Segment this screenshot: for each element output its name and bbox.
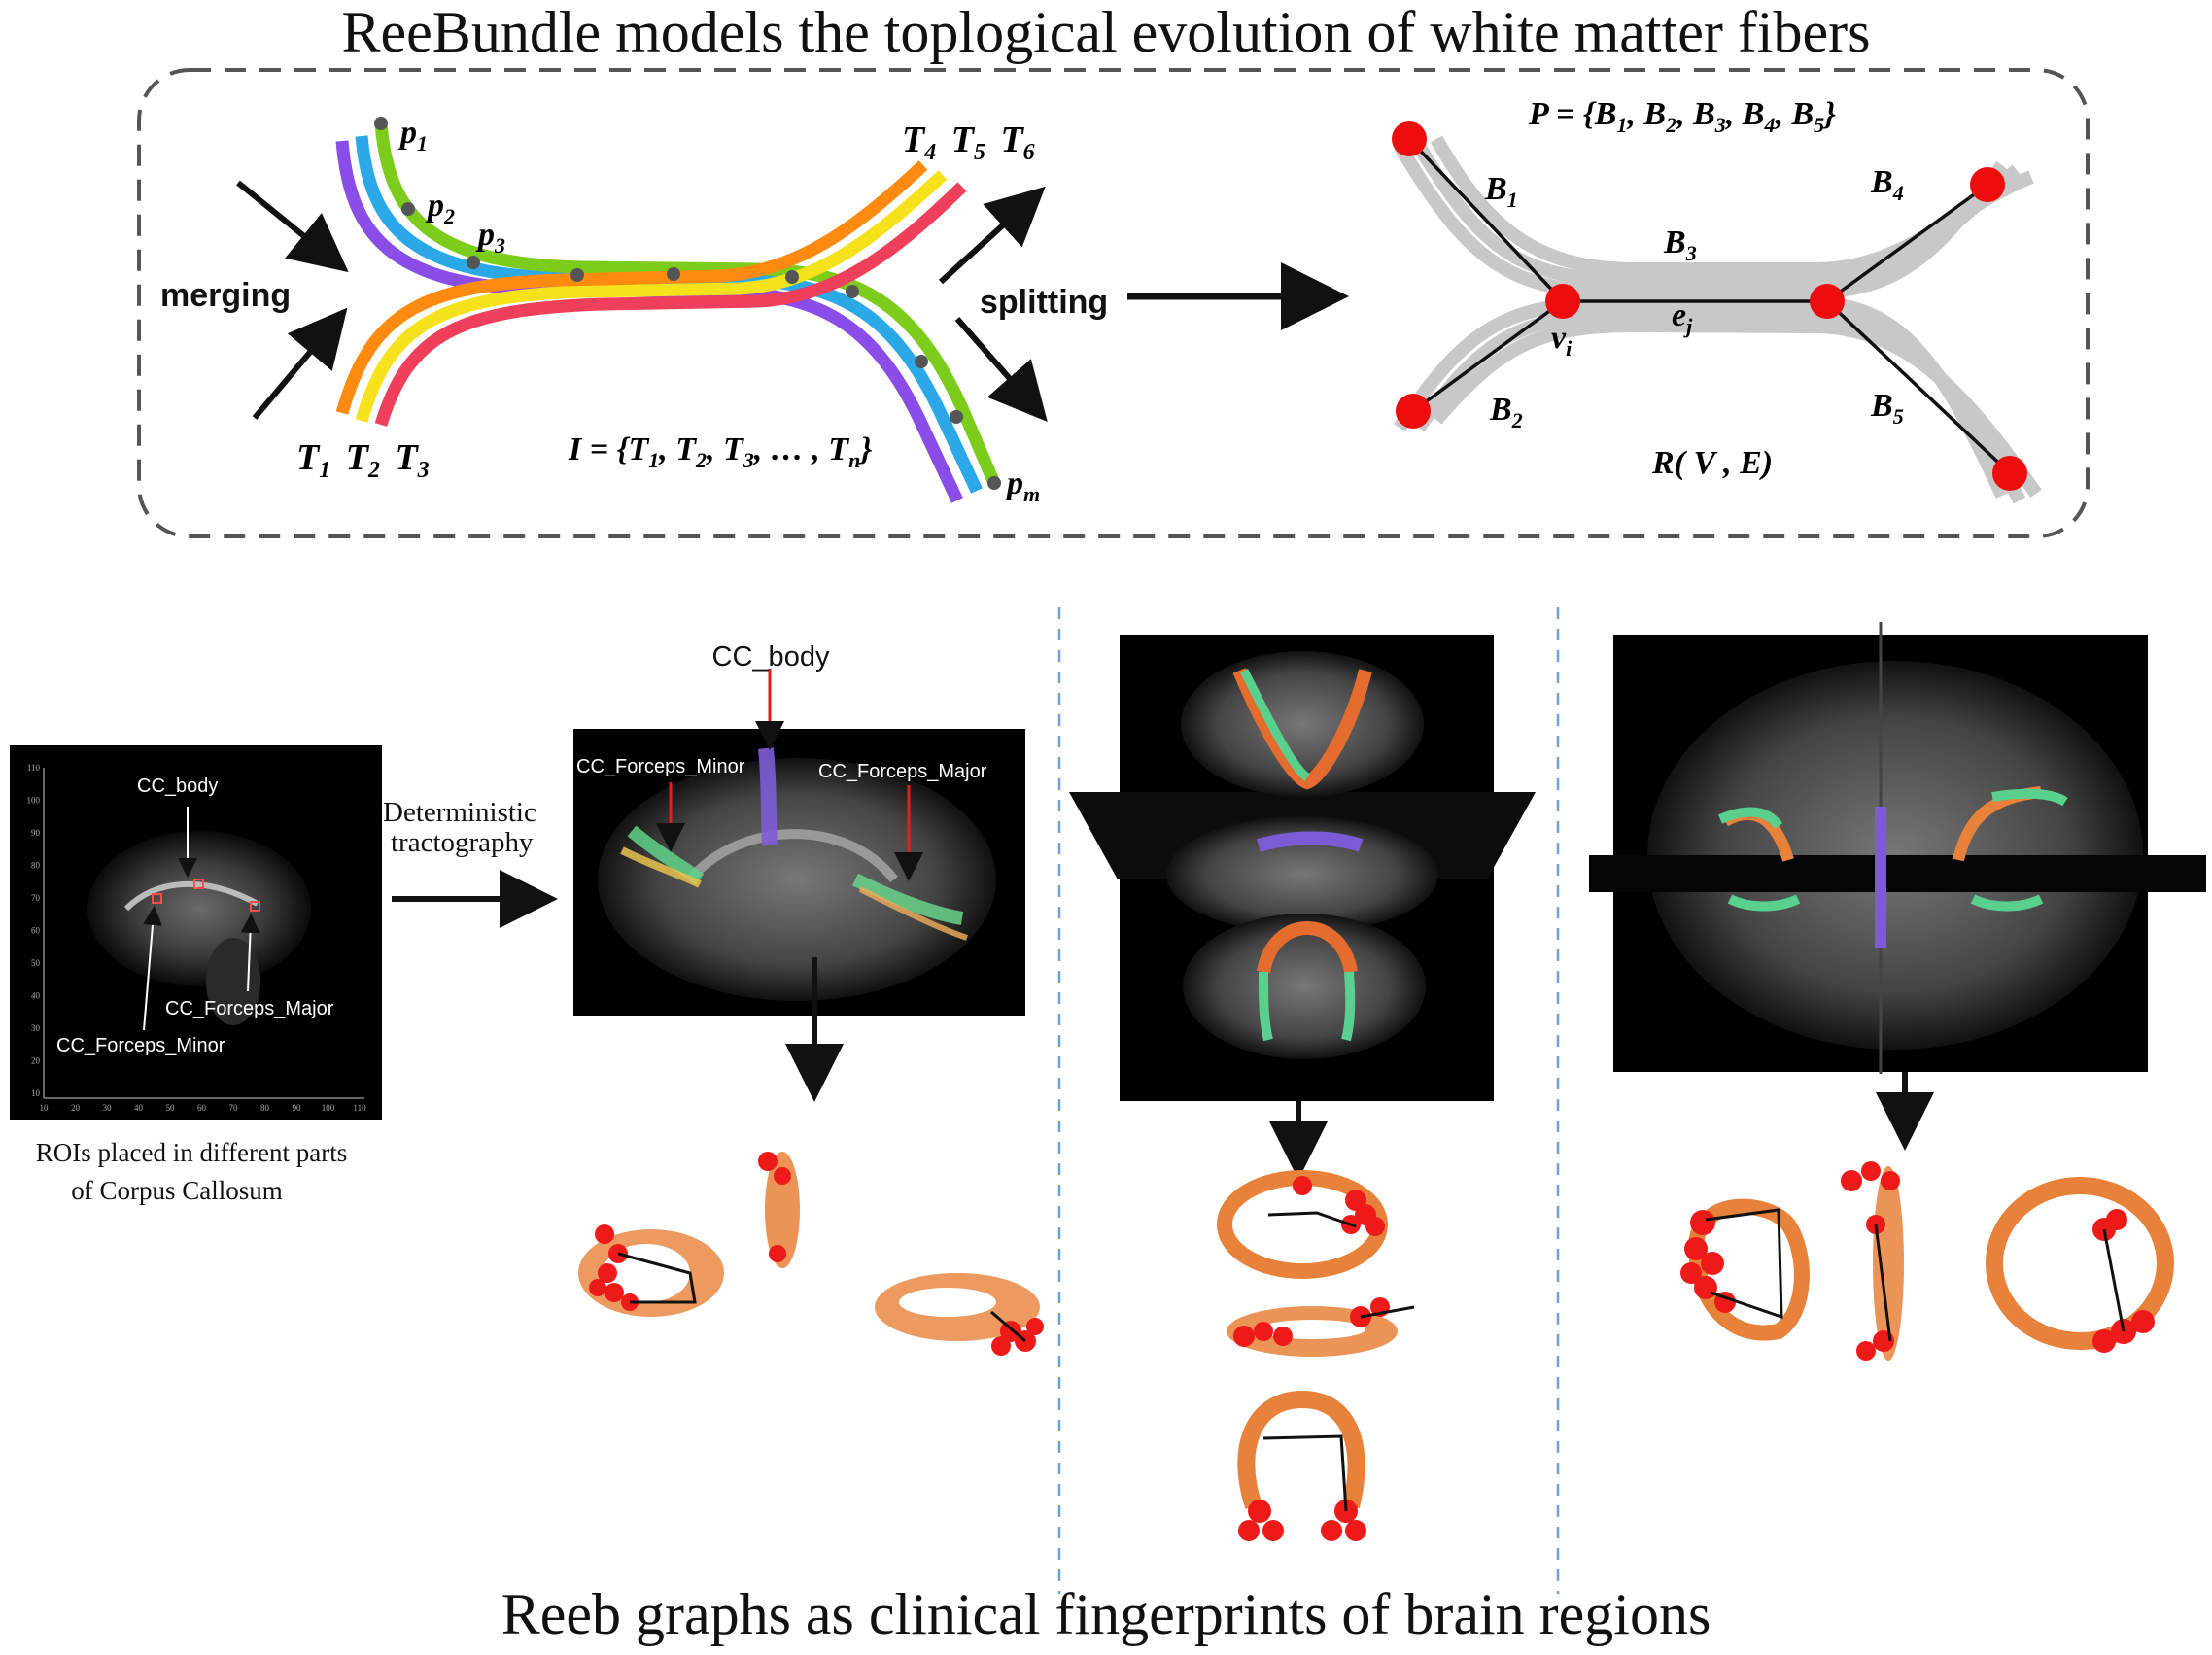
bundle-b2: B2 <box>1489 392 1523 432</box>
roi-label-minor: CC_Forceps_Minor <box>56 1035 225 1056</box>
node-vj <box>1810 284 1845 319</box>
x-tick-label: 10 <box>40 1103 50 1113</box>
main-title: ReeBundle models the toplogical evolutio… <box>341 0 1871 64</box>
y-tick-label: 80 <box>31 861 41 871</box>
roi-label-major: CC_Forceps_Major <box>165 998 334 1019</box>
tract-label-body: CC_body <box>712 641 830 672</box>
bundle-b4: B4 <box>1870 164 1904 205</box>
tract-label-major: CC_Forceps_Major <box>818 761 987 782</box>
y-tick-label: 110 <box>27 763 41 773</box>
y-tick-label: 10 <box>31 1088 41 1098</box>
arrow-label-line2: tractography <box>391 827 534 858</box>
y-tick-label: 40 <box>31 991 41 1001</box>
fiber-yellow <box>355 170 948 423</box>
node-vi <box>1545 284 1580 319</box>
fiber-orange <box>335 160 928 415</box>
node-b5-end <box>1992 456 2027 491</box>
merging-label: merging <box>160 277 291 314</box>
upper-panel-border <box>137 68 2090 538</box>
point-p3: p3 <box>475 217 505 258</box>
vertex-vi: vi <box>1551 320 1573 361</box>
splitting-label: splitting <box>980 284 1108 321</box>
bundle-b1: B1 <box>1484 171 1518 212</box>
x-tick-label: 20 <box>71 1103 81 1113</box>
merge-arrow-bottom <box>252 307 348 420</box>
x-tick-label: 60 <box>197 1103 207 1113</box>
bottom-title: Reeb graphs as clinical fingerprints of … <box>501 1582 1711 1646</box>
split-arrow-up <box>938 186 1046 285</box>
merge-arrow-top <box>236 180 349 273</box>
three-plane-view-2 <box>1589 622 2206 1074</box>
reeb-clusters-panel1 <box>578 1152 1044 1356</box>
x-tick-label: 50 <box>166 1103 176 1113</box>
t-right-labels: T4 T5 T6 <box>902 120 1035 168</box>
reeb-clusters-panel2 <box>1217 1170 1415 1541</box>
arrow-label-line1: Deterministic <box>383 797 536 828</box>
roi-mri-plot: 110 100 90 80 70 60 50 40 30 20 10 10 20 30 40 50 60 70 8… <box>10 745 382 1120</box>
node-b4-end <box>1970 167 2005 202</box>
three-plane-view-1 <box>1069 635 1536 1101</box>
fiber-red <box>374 182 967 427</box>
edge-ej: ej <box>1672 297 1693 338</box>
tractography-image: CC_Forceps_Minor CC_Forceps_Major <box>573 669 1025 1016</box>
reeb-edges <box>1407 137 2012 475</box>
x-tick-label: 80 <box>260 1103 270 1113</box>
y-tick-label: 50 <box>31 958 41 968</box>
x-tick-label: 100 <box>322 1103 335 1113</box>
sample-points <box>374 117 1001 490</box>
y-tick-label: 30 <box>31 1023 41 1033</box>
node-b1-end <box>1392 121 1427 156</box>
reeb-clusters-panel3 <box>1680 1161 2174 1361</box>
set-P: P = {B1, B2, B3, B4, B5} <box>1528 96 1836 137</box>
roi-caption-line1: ROIs placed in different parts <box>36 1138 347 1167</box>
reeb-nodes <box>1392 121 2027 491</box>
tract-label-minor: CC_Forceps_Minor <box>576 756 745 777</box>
t-left-labels: T1 T2 T3 <box>296 437 430 486</box>
roi-caption-line2: of Corpus Callosum <box>71 1176 283 1205</box>
node-b2-end <box>1396 394 1431 429</box>
reeb-graph-label: R( V , E) <box>1651 445 1773 481</box>
x-tick-label: 40 <box>134 1103 144 1113</box>
set-I: I = {T1, T2, T3, … , Tn} <box>568 431 872 472</box>
y-tick-label: 20 <box>31 1056 41 1066</box>
y-tick-label: 70 <box>31 893 41 903</box>
reeb-bundle-gray <box>1393 135 2042 504</box>
x-tick-label: 90 <box>293 1103 302 1113</box>
x-tick-label: 110 <box>353 1103 366 1113</box>
bundle-b5: B5 <box>1870 388 1904 429</box>
split-arrow-down <box>954 317 1048 423</box>
y-tick-label: 60 <box>31 926 41 936</box>
point-p2: p2 <box>425 188 455 228</box>
y-tick-label: 90 <box>31 828 41 838</box>
point-pm: pm <box>1004 465 1040 506</box>
x-tick-label: 70 <box>229 1103 239 1113</box>
roi-label-body: CC_body <box>137 776 218 797</box>
x-tick-label: 30 <box>103 1103 113 1113</box>
point-p1: p1 <box>397 115 428 155</box>
y-tick-label: 100 <box>27 796 41 806</box>
bundle-b3: B3 <box>1663 224 1697 265</box>
